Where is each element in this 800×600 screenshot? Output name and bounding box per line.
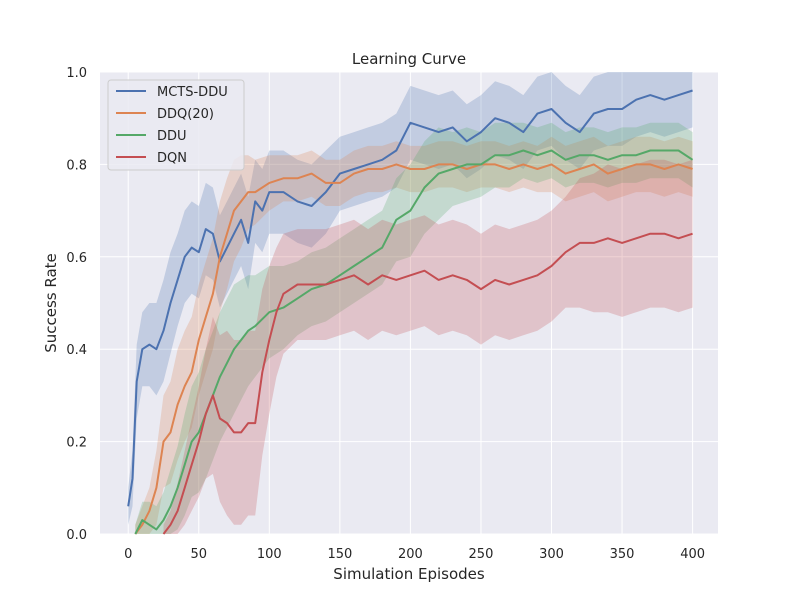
x-tick-label: 150 — [327, 547, 352, 562]
x-tick-label: 250 — [469, 547, 494, 562]
y-axis-label: Success Rate — [42, 253, 60, 353]
x-tick-label: 400 — [680, 547, 705, 562]
legend-label-ddu: DDU — [157, 129, 187, 144]
legend-box — [107, 79, 245, 171]
y-tick-label: 0.6 — [66, 251, 87, 266]
legend-label-mcts-ddu: MCTS-DDU — [157, 85, 228, 100]
band-mcts-ddu — [128, 72, 693, 525]
x-axis-label: Simulation Episodes — [333, 565, 485, 583]
y-tick-labels: 0.0 0.2 0.4 0.6 0.8 1.0 — [66, 66, 87, 543]
grid-lines — [100, 71, 718, 535]
x-tick-label: 100 — [257, 547, 282, 562]
line-ddq-20 — [134, 163, 693, 535]
x-tick-label: 300 — [539, 547, 564, 562]
y-tick-label: 0.0 — [66, 528, 87, 543]
x-tick-label: 200 — [398, 547, 423, 562]
x-tick-labels: 0 50 100 150 200 250 300 350 400 — [124, 547, 705, 562]
legend: MCTS-DDU DDQ(20) DDU DQN — [107, 79, 245, 171]
y-tick-label: 1.0 — [66, 66, 87, 81]
legend-label-dqn: DQN — [157, 151, 187, 166]
band-ddq-20 — [135, 136, 693, 534]
y-tick-label: 0.4 — [66, 343, 87, 358]
band-dqn — [163, 159, 693, 535]
x-tick-label: 50 — [190, 547, 207, 562]
line-dqn — [162, 232, 693, 535]
chart-title: Learning Curve — [352, 50, 466, 68]
series-lines — [127, 89, 694, 535]
x-tick-label: 350 — [610, 547, 635, 562]
x-tick-label: 0 — [124, 547, 132, 562]
y-tick-label: 0.2 — [66, 436, 87, 451]
y-tick-label: 0.8 — [66, 158, 87, 173]
legend-label-ddq20: DDQ(20) — [157, 107, 214, 122]
line-ddu — [134, 149, 694, 535]
